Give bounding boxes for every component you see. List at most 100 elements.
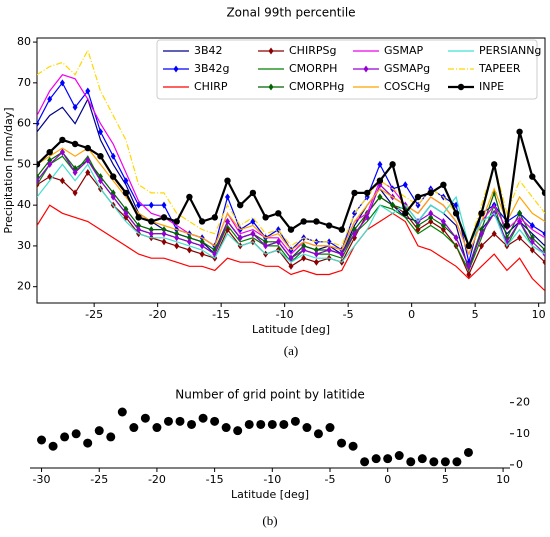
legend-marker (363, 65, 369, 73)
x-axis-label: Latitude [deg] (252, 323, 330, 336)
point (175, 416, 185, 426)
marker (402, 210, 409, 217)
point (337, 438, 347, 448)
legend-label: GSMAP (384, 44, 424, 57)
marker (542, 250, 545, 258)
x-tick-label: -10 (276, 308, 294, 321)
marker (186, 193, 193, 201)
point (348, 441, 358, 451)
marker (440, 181, 447, 188)
marker (326, 246, 332, 254)
series-line (37, 204, 545, 292)
legend-label: CMORPHg (289, 80, 344, 93)
x-tick-label: 5 (472, 308, 479, 321)
marker (199, 238, 205, 246)
marker (542, 230, 545, 238)
marker (288, 262, 294, 270)
marker (98, 177, 103, 185)
point (452, 457, 462, 467)
marker (491, 161, 498, 168)
y-tick-label: 80 (17, 35, 31, 48)
marker (517, 234, 523, 242)
caption: (a) (284, 343, 298, 358)
point (71, 429, 81, 439)
marker (237, 234, 243, 242)
marker (503, 222, 511, 229)
marker (161, 238, 167, 246)
marker (428, 213, 434, 221)
marker (364, 213, 370, 221)
legend-marker (268, 47, 274, 55)
marker (516, 128, 523, 135)
marker (288, 254, 294, 262)
point (37, 435, 47, 445)
point (83, 438, 93, 448)
marker (466, 270, 472, 278)
marker (339, 250, 345, 258)
marker (186, 238, 192, 246)
marker (313, 218, 320, 225)
marker (237, 201, 244, 209)
marker (224, 177, 231, 184)
marker (275, 238, 281, 246)
point (383, 454, 393, 464)
marker (466, 262, 472, 270)
marker (161, 201, 167, 209)
legend-marker (457, 83, 465, 91)
x-tick-label: -30 (33, 473, 51, 486)
legend-label: PERSIANNg (479, 44, 541, 57)
marker (71, 140, 79, 148)
marker (427, 189, 434, 197)
y-tick-label: 60 (17, 117, 31, 130)
marker (389, 161, 396, 168)
marker (301, 242, 307, 250)
marker (428, 209, 434, 217)
chart-title: Number of grid point by latitide (175, 388, 364, 402)
point (440, 457, 450, 467)
x-tick-label: 5 (442, 473, 449, 486)
y-tick-label: 50 (17, 157, 31, 170)
marker (85, 156, 91, 164)
point (360, 457, 370, 467)
marker (136, 201, 142, 209)
x-tick-label: -10 (263, 473, 281, 486)
marker (402, 181, 408, 189)
legend-label: COSCHg (384, 80, 430, 93)
marker (136, 226, 142, 234)
point (279, 419, 289, 429)
x-tick-label: -5 (343, 308, 354, 321)
x-tick-label: -20 (148, 473, 166, 486)
chart-title: Zonal 99th percentile (226, 6, 355, 20)
marker (529, 173, 536, 180)
marker (542, 258, 545, 266)
marker (263, 242, 269, 250)
marker (390, 201, 396, 209)
point (117, 407, 127, 417)
point (406, 457, 416, 467)
marker (148, 201, 154, 209)
marker (110, 152, 116, 160)
plot-frame (36, 37, 546, 304)
marker (225, 193, 230, 201)
marker (174, 242, 180, 250)
legend-label: INPE (479, 80, 504, 93)
series-line (37, 147, 545, 256)
caption: (b) (262, 513, 277, 528)
point (198, 413, 208, 423)
marker (211, 214, 218, 221)
legend-label: CMORPH (289, 62, 337, 75)
marker (529, 222, 535, 230)
y-tick-label: 70 (17, 76, 31, 89)
legend-label: 3B42 (194, 44, 223, 57)
marker (148, 218, 155, 225)
x-tick-label: -25 (85, 308, 103, 321)
marker (148, 230, 154, 238)
legend-label: CHIRPSg (289, 44, 336, 57)
marker (491, 230, 497, 238)
marker (313, 258, 319, 266)
marker (199, 250, 205, 258)
y-tick-label: 40 (17, 198, 31, 211)
point (163, 416, 173, 426)
x-tick-label: -5 (325, 473, 336, 486)
series-line (37, 163, 545, 263)
